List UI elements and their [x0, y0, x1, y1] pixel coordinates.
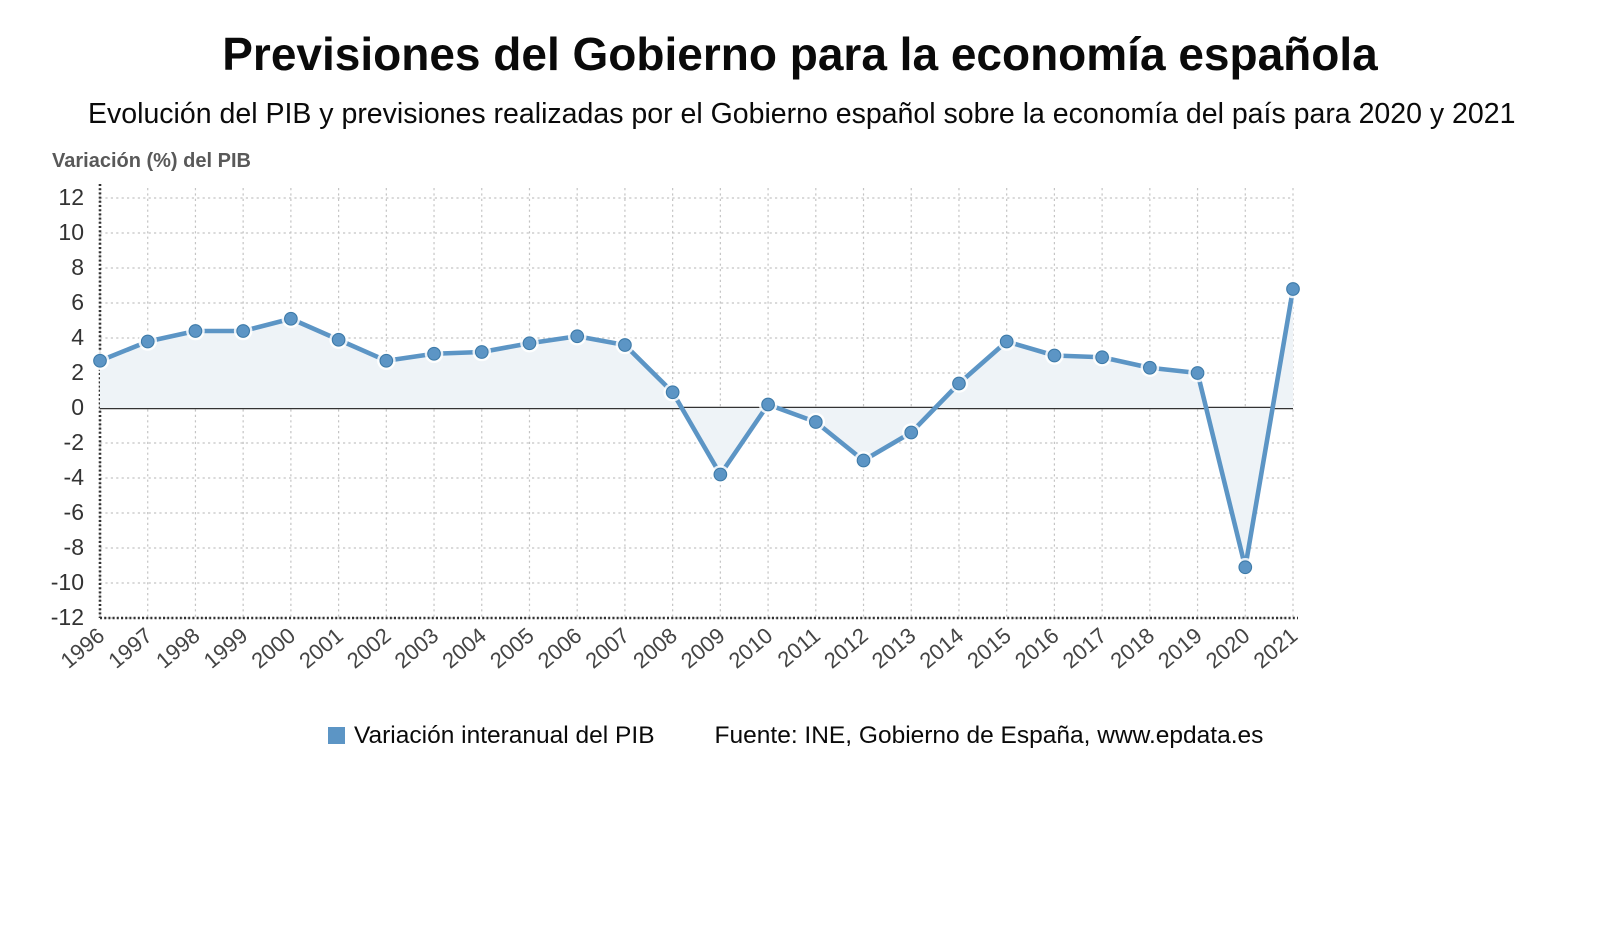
svg-text:2020: 2020 — [1201, 623, 1255, 674]
svg-text:2000: 2000 — [247, 623, 301, 674]
svg-text:-4: -4 — [64, 464, 85, 490]
svg-text:2012: 2012 — [819, 623, 873, 674]
svg-text:8: 8 — [71, 254, 84, 280]
svg-text:0: 0 — [71, 394, 84, 420]
svg-text:2013: 2013 — [867, 623, 921, 674]
svg-text:1997: 1997 — [103, 623, 157, 674]
svg-text:2018: 2018 — [1105, 623, 1159, 674]
svg-text:2: 2 — [71, 359, 84, 385]
svg-text:2015: 2015 — [962, 623, 1016, 674]
svg-text:2008: 2008 — [628, 623, 682, 674]
svg-text:2011: 2011 — [773, 623, 825, 673]
svg-text:2006: 2006 — [533, 623, 587, 674]
svg-text:2001: 2001 — [294, 623, 348, 674]
svg-text:1996: 1996 — [56, 623, 110, 674]
svg-text:2002: 2002 — [342, 623, 396, 674]
svg-text:2010: 2010 — [724, 623, 778, 674]
svg-text:2019: 2019 — [1153, 623, 1207, 674]
svg-text:-2: -2 — [64, 429, 84, 455]
svg-text:-8: -8 — [64, 534, 84, 560]
svg-text:6: 6 — [71, 289, 84, 315]
svg-text:2021: 2021 — [1249, 623, 1303, 674]
svg-text:2003: 2003 — [390, 623, 444, 674]
svg-text:10: 10 — [58, 219, 84, 245]
svg-text:2009: 2009 — [676, 623, 730, 674]
svg-text:-10: -10 — [51, 569, 84, 595]
svg-text:2014: 2014 — [915, 623, 969, 674]
svg-text:-12: -12 — [51, 604, 84, 630]
svg-text:2007: 2007 — [581, 623, 635, 674]
svg-text:2004: 2004 — [437, 623, 491, 674]
svg-text:2017: 2017 — [1058, 623, 1112, 674]
svg-text:1998: 1998 — [151, 623, 205, 674]
svg-text:12: 12 — [58, 184, 84, 210]
svg-text:1999: 1999 — [199, 623, 253, 674]
svg-text:2016: 2016 — [1010, 623, 1064, 674]
svg-text:2005: 2005 — [485, 623, 539, 674]
svg-text:4: 4 — [71, 324, 84, 350]
svg-text:-6: -6 — [64, 499, 84, 525]
